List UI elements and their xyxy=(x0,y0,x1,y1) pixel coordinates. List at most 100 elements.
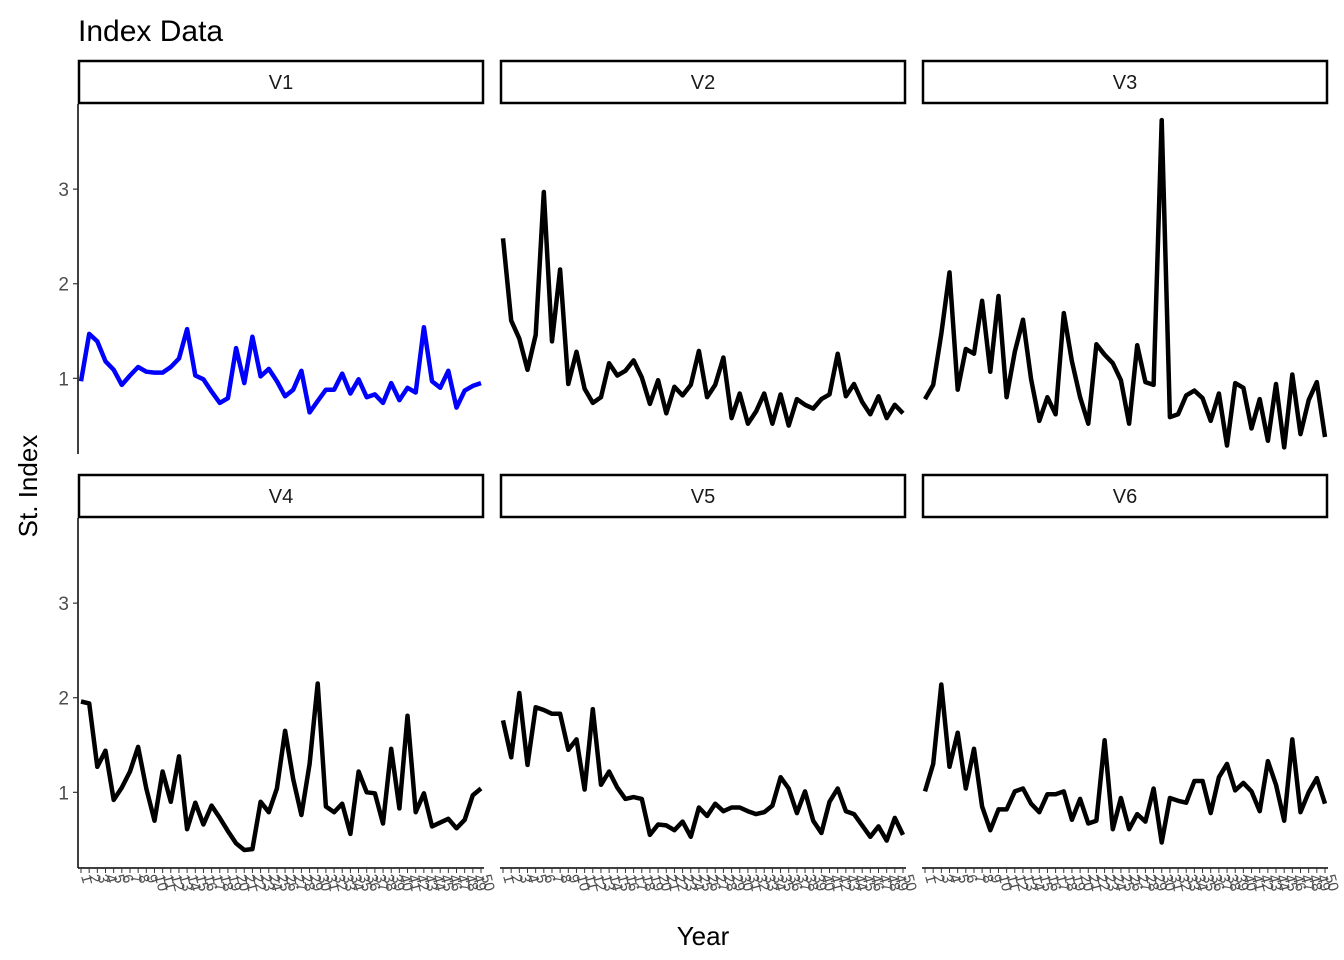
x-tick-label: 26 xyxy=(703,873,724,894)
x-tick-label: 31 xyxy=(1166,873,1187,894)
x-tick-label: 25 xyxy=(273,873,294,894)
x-tick-label: 13 xyxy=(597,873,618,894)
x-tick-label: 50 xyxy=(477,873,498,894)
facet-strip xyxy=(499,473,907,519)
x-tick-label: 29 xyxy=(306,873,327,894)
facet-strip-label: V3 xyxy=(1113,72,1137,94)
x-tick-label: 25 xyxy=(1117,873,1138,894)
x-tick-label: 19 xyxy=(224,873,245,894)
series-line-v5 xyxy=(500,690,906,843)
x-tick-label: 37 xyxy=(371,873,392,894)
panel-v3: V3 xyxy=(921,59,1329,450)
series-line-v6 xyxy=(922,682,1328,845)
x-tick-label: 49 xyxy=(891,873,912,894)
x-tick-label: 17 xyxy=(630,873,651,894)
x-tick-label: 46 xyxy=(1288,873,1309,894)
x-tick-label: 40 xyxy=(396,873,417,894)
x-tick-label: 21 xyxy=(240,873,261,894)
x-tick-label: 33 xyxy=(760,873,781,894)
x-tick-label: 20 xyxy=(1076,873,1097,894)
x-tick-label: 13 xyxy=(1019,873,1040,894)
x-tick-label: 40 xyxy=(818,873,839,894)
x-tick-label: 32 xyxy=(330,873,351,894)
x-tick-label: 13 xyxy=(175,873,196,894)
x-tick-label: 14 xyxy=(1027,873,1048,894)
x-tick-label: 16 xyxy=(1044,873,1065,894)
x-tick-label: 11 xyxy=(1003,873,1023,892)
x-tick-label: 23 xyxy=(1101,873,1122,894)
x-tick-label: 45 xyxy=(436,873,457,894)
panel-v4: V412312345678910111213141516171819202122… xyxy=(58,473,498,894)
x-tick-label: 31 xyxy=(744,873,765,894)
x-tick-label: 14 xyxy=(605,873,626,894)
x-tick-label: 47 xyxy=(1297,873,1318,894)
x-tick-label: 28 xyxy=(298,873,319,894)
x-tick-label: 23 xyxy=(257,873,278,894)
x-tick-label: 46 xyxy=(444,873,465,894)
x-tick-label: 42 xyxy=(834,873,855,894)
x-tick-label: 41 xyxy=(1248,873,1269,894)
x-tick-label: 35 xyxy=(777,873,798,894)
x-tick-label: 45 xyxy=(1280,873,1301,894)
panel-v1: V1 1 2 3 xyxy=(58,59,485,454)
x-tick-label: 24 xyxy=(265,873,286,894)
x-tick-label: 30 xyxy=(736,873,757,894)
x-tick-label: 29 xyxy=(728,873,749,894)
x-tick-label: 17 xyxy=(1052,873,1073,894)
x-tick-label: 28 xyxy=(1142,873,1163,894)
series-line-v3 xyxy=(923,117,1328,450)
x-tick-label: 19 xyxy=(646,873,667,894)
x-tick-label: 40 xyxy=(1240,873,1261,894)
y-tick-label: 1 xyxy=(58,783,69,804)
x-tick-label: 45 xyxy=(858,873,879,894)
x-tick-label: 39 xyxy=(387,873,408,894)
panel-v6: V612345678910111213141516171819202122232… xyxy=(921,473,1342,894)
x-tick-label: 10 xyxy=(151,873,172,894)
x-tick-label: 38 xyxy=(1223,873,1244,894)
x-tick-label: 37 xyxy=(1215,873,1236,894)
x-tick-label: 18 xyxy=(1060,873,1081,894)
y-tick-label: 2 xyxy=(58,689,69,710)
x-tick-label: 10 xyxy=(995,873,1016,894)
x-tick-label: 34 xyxy=(347,873,368,894)
x-tick-label: 10 xyxy=(573,873,594,894)
x-tick-label: 39 xyxy=(809,873,830,894)
x-tick-label: 50 xyxy=(899,873,920,894)
x-tick-label: 34 xyxy=(1191,873,1212,894)
x-tick-label: 20 xyxy=(654,873,675,894)
x-tick-label: 42 xyxy=(1256,873,1277,894)
x-tick-label: 48 xyxy=(1305,873,1326,894)
x-tick-label: 38 xyxy=(379,873,400,894)
x-tick-label: 42 xyxy=(412,873,433,894)
x-tick-label: 16 xyxy=(200,873,221,894)
series-line-v2 xyxy=(500,189,905,428)
x-tick-label: 12 xyxy=(589,873,610,894)
x-tick-label: 26 xyxy=(281,873,302,894)
x-tick-label: 24 xyxy=(1109,873,1130,894)
x-tick-label: 34 xyxy=(769,873,790,894)
x-tick-label: 12 xyxy=(167,873,188,894)
panel-v2: V2 xyxy=(499,59,907,428)
x-tick-label: 22 xyxy=(249,873,270,894)
x-tick-label: 47 xyxy=(453,873,474,894)
x-tick-label: 21 xyxy=(1084,873,1105,894)
y-tick-label: 3 xyxy=(58,180,69,201)
x-tick-label: 18 xyxy=(216,873,237,894)
x-tick-label: 50 xyxy=(1321,873,1342,894)
x-tick-label: 21 xyxy=(662,873,683,894)
x-tick-label: 33 xyxy=(1182,873,1203,894)
x-tick-label: 38 xyxy=(801,873,822,894)
x-tick-label: 27 xyxy=(289,873,310,894)
x-tick-label: 44 xyxy=(428,873,449,894)
x-tick-label: 11 xyxy=(581,873,601,892)
x-tick-label: 43 xyxy=(1264,873,1285,894)
facet-strip-label: V6 xyxy=(1113,486,1137,508)
y-tick-label: 3 xyxy=(58,594,69,615)
facet-strip xyxy=(77,59,485,105)
x-tick-label: 36 xyxy=(1207,873,1228,894)
x-tick-label: 15 xyxy=(1035,873,1056,894)
x-tick-label: 37 xyxy=(793,873,814,894)
x-tick-label: 49 xyxy=(469,873,490,894)
x-tick-label: 36 xyxy=(363,873,384,894)
x-tick-label: 41 xyxy=(404,873,425,894)
